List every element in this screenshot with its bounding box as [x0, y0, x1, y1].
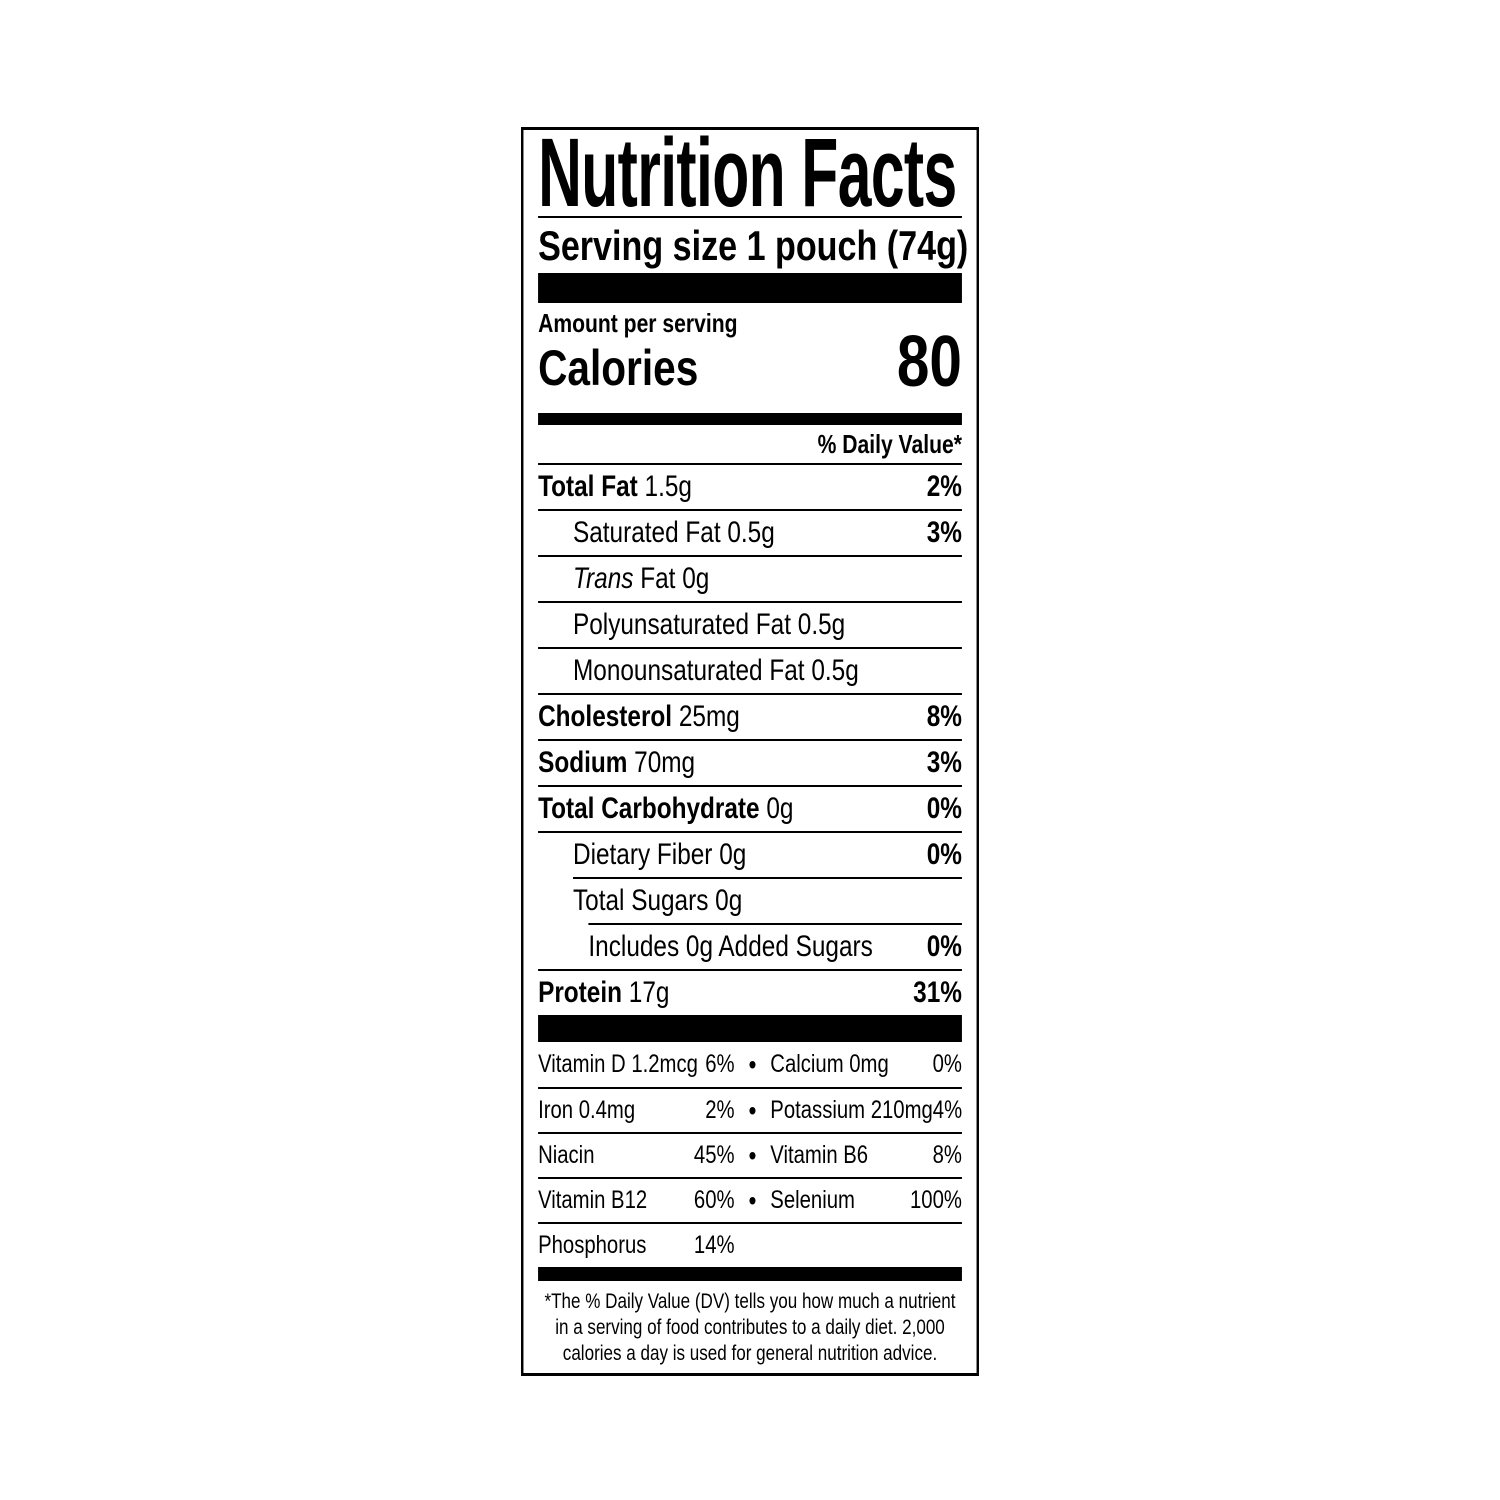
nutrition-facts-label: Nutrition Facts Serving size 1 pouch (74… — [521, 124, 979, 1376]
bullet-icon: • — [748, 1049, 757, 1080]
calories-label: Calories — [538, 340, 699, 396]
dv-percent: 3% — [926, 746, 962, 779]
nutrient-row-total-fat: Total Fat 1.5g 2% — [538, 463, 962, 509]
calories-value: 80 — [896, 322, 962, 402]
serving-size: Serving size 1 pouch (74g) — [538, 222, 969, 269]
label-title: Nutrition Facts — [538, 124, 962, 221]
bullet-icon: • — [748, 1095, 757, 1126]
separator-bar-thick — [538, 1015, 962, 1042]
vitamin-row-phosphorus: Phosphorus 14% — [538, 1222, 962, 1267]
dv-percent: 2% — [926, 470, 962, 503]
amount-per-serving-label: Amount per serving — [538, 308, 738, 338]
daily-value-header: % Daily Value* — [817, 429, 962, 459]
dv-percent: 0% — [926, 792, 962, 825]
bullet-icon: • — [748, 1185, 757, 1216]
nutrient-row-monounsaturated-fat: Monounsaturated Fat 0.5g — [538, 647, 962, 693]
dv-percent: 8% — [926, 700, 962, 733]
nutrient-row-protein: Protein 17g 31% — [538, 969, 962, 1015]
footnote-line: in a serving of food contributes to a da… — [555, 1316, 945, 1339]
footnote-line: *The % Daily Value (DV) tells you how mu… — [544, 1290, 956, 1313]
nutrient-row-cholesterol: Cholesterol 25mg 8% — [538, 693, 962, 739]
dv-percent: 3% — [926, 516, 962, 549]
footnote-line: calories a day is used for general nutri… — [562, 1342, 938, 1365]
separator-bar-medium — [538, 413, 962, 425]
nutrient-row-dietary-fiber: Dietary Fiber 0g 0% — [538, 831, 962, 877]
bullet-icon: • — [748, 1140, 757, 1171]
nutrient-row-saturated-fat: Saturated Fat 0.5g 3% — [538, 509, 962, 555]
vitamin-row-niacin-b6: Niacin 45% • Vitamin B6 8% — [538, 1132, 962, 1177]
footnote: *The % Daily Value (DV) tells you how mu… — [538, 1281, 962, 1373]
nutrient-row-total-carbohydrate: Total Carbohydrate 0g 0% — [538, 785, 962, 831]
dv-percent: 31% — [913, 976, 962, 1009]
separator-bar-thick — [538, 273, 962, 303]
nutrient-row-trans-fat: Trans Fat 0g — [538, 555, 962, 601]
nutrient-row-polyunsaturated-fat: Polyunsaturated Fat 0.5g — [538, 601, 962, 647]
vitamin-row-iron-potassium: Iron 0.4mg 2% • Potassium 210mg 4% — [538, 1087, 962, 1132]
nutrient-row-sodium: Sodium 70mg 3% — [538, 739, 962, 785]
vitamin-row-d-calcium: Vitamin D 1.2mcg 6% • Calcium 0mg 0% — [538, 1042, 962, 1087]
nutrient-row-total-sugars: Total Sugars 0g — [572, 877, 962, 923]
dv-percent: 0% — [926, 930, 962, 963]
calories-row: Calories 80 — [538, 326, 962, 398]
separator-bar-medium — [538, 1267, 962, 1281]
nutrient-row-added-sugars: Includes 0g Added Sugars 0% — [588, 923, 962, 969]
dv-percent: 0% — [926, 838, 962, 871]
vitamin-row-b12-selenium: Vitamin B12 60% • Selenium 100% — [538, 1177, 962, 1222]
